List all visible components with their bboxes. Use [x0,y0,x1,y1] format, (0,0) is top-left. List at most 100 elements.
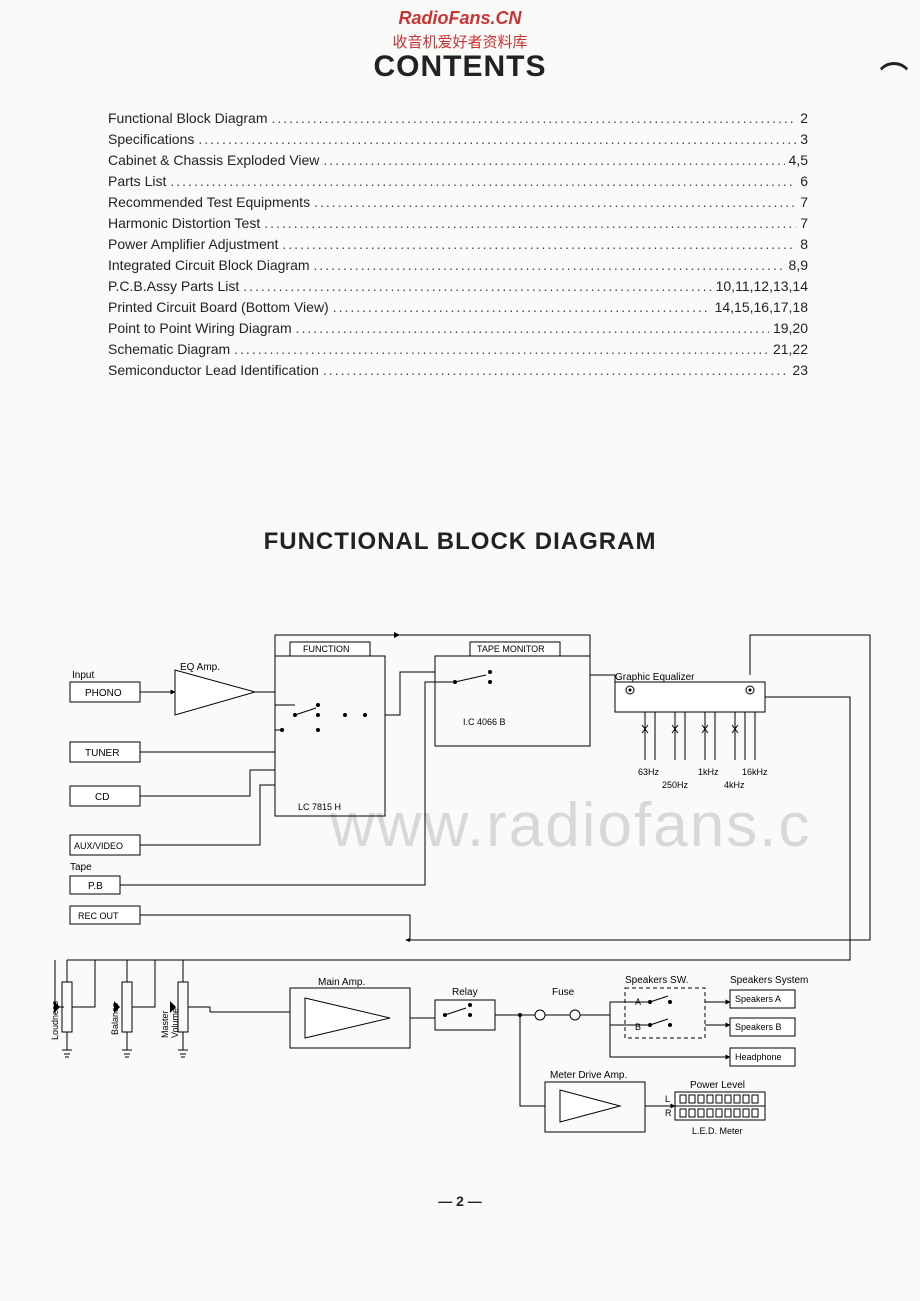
triangle-mainamp [305,998,390,1038]
label-balance: Balance [110,1002,120,1035]
toc-page: 3 [800,131,808,147]
toc-row: Printed Circuit Board (Bottom View) 14,15… [108,299,808,315]
toc-label: Parts List [108,173,166,189]
toc-page: 10,11,12,13,14 [716,278,808,294]
toc-page: 19,20 [773,320,808,336]
toc-label: Schematic Diagram [108,341,230,357]
toc-label: P.C.B.Assy Parts List [108,278,239,294]
toc-dots [314,257,785,273]
toc-page: 8,9 [789,257,808,273]
toc-row: Power Amplifier Adjustment 8 [108,236,808,252]
contents-title: CONTENTS [374,50,547,84]
label-relay: Relay [452,987,478,998]
label-tapemonitor: TAPE MONITOR [477,644,545,654]
toc-page: 2 [800,110,808,126]
label-l: L [665,1094,670,1104]
label-lc7815h: LC 7815 H [298,802,341,812]
toc-row: Functional Block Diagram 2 [108,110,808,126]
toc-label: Point to Point Wiring Diagram [108,320,292,336]
toc-dots [243,278,711,294]
toc-page: 6 [800,173,808,189]
label-r: R [665,1108,672,1118]
toc-label: Cabinet & Chassis Exploded View [108,152,319,168]
toc-row: P.C.B.Assy Parts List 10,11,12,13,14 [108,278,808,294]
label-pb: P.B [88,881,103,892]
toc-dots [314,194,796,210]
label-speakersa: Speakers A [735,994,781,1004]
box-function [275,656,385,816]
toc-dots [272,110,797,126]
label-grapheq: Graphic Equalizer [615,672,695,683]
label-4khz: 4kHz [724,780,745,790]
page-curl-mark: ⌒ [880,55,908,95]
diagram-title: FUNCTIONAL BLOCK DIAGRAM [264,528,657,556]
label-phono: PHONO [85,688,122,699]
label-sw-b: B [635,1022,641,1032]
toc-row: Recommended Test Equipments 7 [108,194,808,210]
label-speakerssw: Speakers SW. [625,975,688,986]
label-speakerssystem: Speakers System [730,975,808,986]
label-63hz: 63Hz [638,767,660,777]
toc-dots [323,152,784,168]
toc-label: Specifications [108,131,194,147]
label-function: FUNCTION [303,644,350,654]
toc-dots [296,320,769,336]
toc-row: Parts List 6 [108,173,808,189]
toc-page: 23 [792,362,808,378]
watermark-cn: 收音机爱好者资料库 [392,31,527,52]
label-ledmeter: L.E.D. Meter [692,1126,743,1136]
toc-label: Functional Block Diagram [108,110,268,126]
toc-row: Specifications 3 [108,131,808,147]
label-meterdriveamp: Meter Drive Amp. [550,1070,627,1081]
label-powerlevel: Power Level [690,1080,745,1091]
block-diagram-svg: Input PHONO TUNER CD AUX/VIDEO Tape P.B … [50,620,880,1180]
watermark-top: RadioFans.CN 收音机爱好者资料库 [392,8,527,52]
label-recout: REC OUT [78,911,119,921]
toc-label: Printed Circuit Board (Bottom View) [108,299,329,315]
toc-label: Recommended Test Equipments [108,194,310,210]
toc-dots [282,236,796,252]
label-speakersb: Speakers B [735,1022,782,1032]
label-250hz: 250Hz [662,780,689,790]
toc-label: Power Amplifier Adjustment [108,236,278,252]
toc-dots [264,215,796,231]
page-number: — 2 — [438,1193,482,1209]
toc-page: 14,15,16,17,18 [715,299,808,315]
label-cd: CD [95,792,109,803]
label-input: Input [72,670,94,681]
eq-sliders [642,712,755,760]
triangle-eqamp [175,670,255,715]
toc-page: 21,22 [773,341,808,357]
toc-page: 7 [800,215,808,231]
toc-label: Integrated Circuit Block Diagram [108,257,310,273]
toc-dots [323,362,789,378]
box-grapheq [615,682,765,712]
toc-row: Harmonic Distortion Test 7 [108,215,808,231]
toc-label: Semiconductor Lead Identification [108,362,319,378]
toc-row: Schematic Diagram 21,22 [108,341,808,357]
toc-label: Harmonic Distortion Test [108,215,260,231]
group-loudness: Loudness [50,960,72,1057]
toc-row: Cabinet & Chassis Exploded View 4,5 [108,152,808,168]
toc-row: Semiconductor Lead Identification 23 [108,362,808,378]
group-balance: Balance [110,960,132,1057]
label-headphone: Headphone [735,1052,782,1062]
label-mastervol-1: Master [160,1010,170,1038]
toc-page: 4,5 [789,152,808,168]
label-tuner: TUNER [85,748,119,759]
toc-dots [198,131,796,147]
triangle-meterdriveamp [560,1090,620,1122]
toc-dots [333,299,711,315]
toc-dots [234,341,769,357]
group-mastervol: Master Volume [160,960,188,1057]
toc-page: 7 [800,194,808,210]
label-eqamp: EQ Amp. [180,662,220,673]
label-auxvideo: AUX/VIDEO [74,841,123,851]
toc-row: Point to Point Wiring Diagram 19,20 [108,320,808,336]
label-tape: Tape [70,862,92,873]
table-of-contents: Functional Block Diagram 2 Specifications… [108,110,808,383]
toc-page: 8 [800,236,808,252]
box-tapemonitor [435,656,590,746]
label-fuse: Fuse [552,987,575,998]
label-16khz: 16kHz [742,767,768,777]
